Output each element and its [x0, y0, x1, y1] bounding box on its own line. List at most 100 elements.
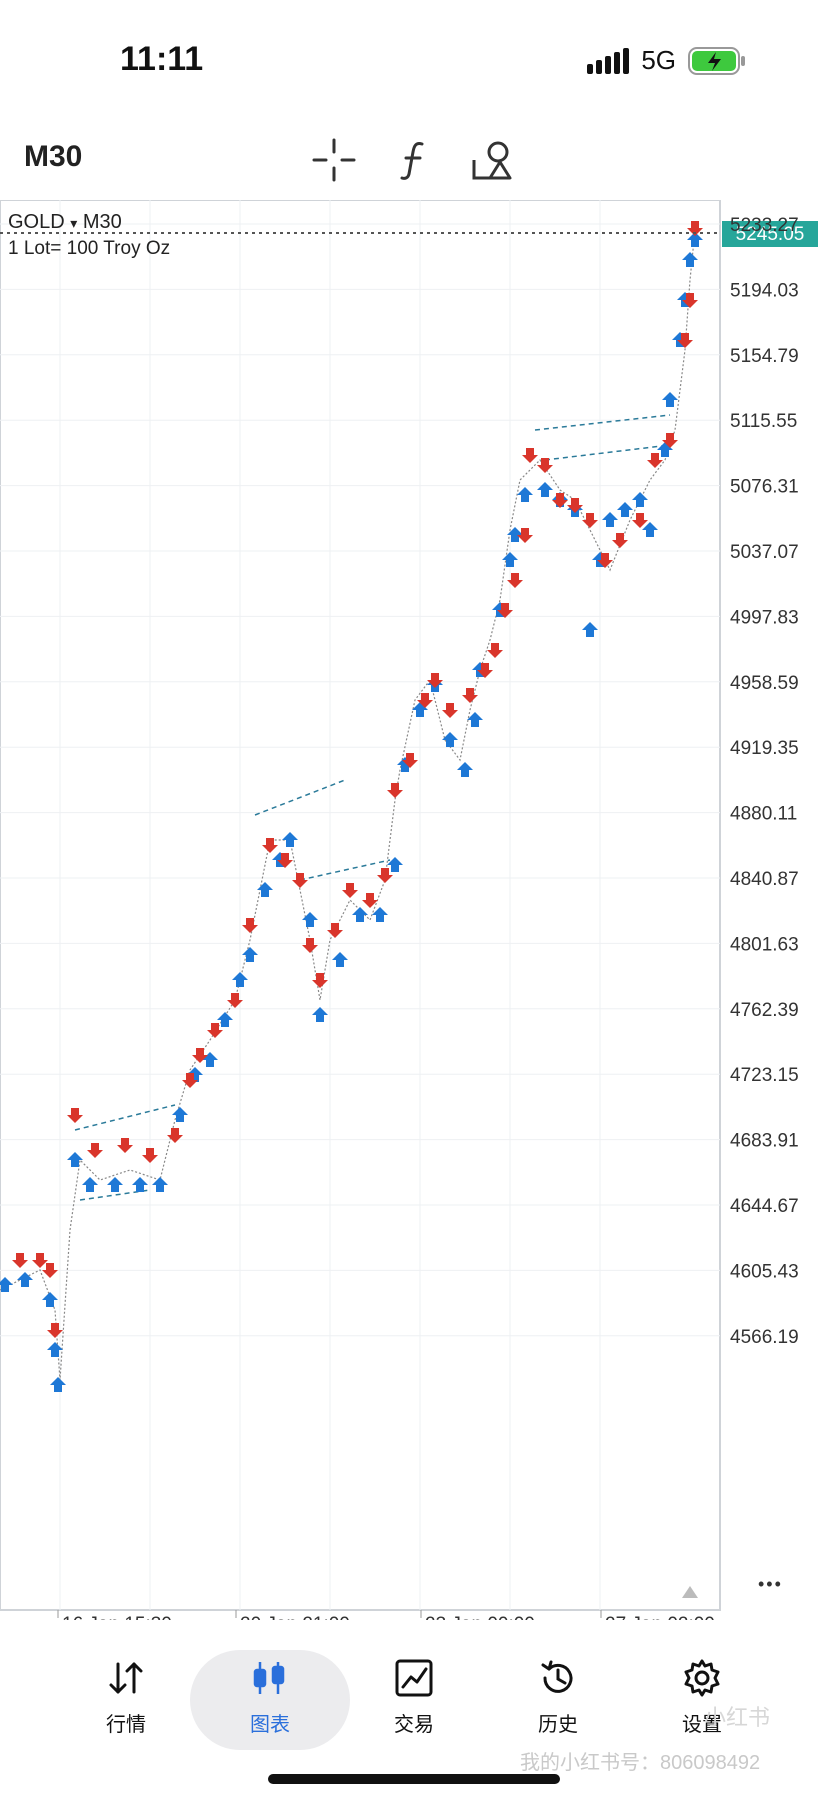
active-tab-highlight — [190, 1650, 350, 1750]
buy-arrow — [242, 947, 258, 962]
nav-quotes-label: 行情 — [106, 1714, 146, 1736]
nav-settings[interactable]: 设置 — [632, 1648, 772, 1748]
sell-arrow — [262, 838, 278, 853]
price-level-label: 4566.19 — [730, 1327, 799, 1348]
timeframe-button[interactable]: M30 — [24, 140, 83, 173]
sell-arrow — [32, 1253, 48, 1268]
nav-history-label: 历史 — [538, 1714, 578, 1736]
sell-arrow — [227, 993, 243, 1008]
sell-arrow — [462, 688, 478, 703]
buy-arrow — [442, 732, 458, 747]
settings-icon — [684, 1659, 720, 1697]
sell-arrow — [597, 553, 613, 568]
buy-arrow — [332, 952, 348, 967]
time-axis: 16 Jan 15:30 20 Jan 21:00 23 Jan 00:00 27 J… — [57, 1610, 715, 1635]
buy-arrow — [582, 622, 598, 637]
sell-arrow — [142, 1148, 158, 1163]
buy-arrow — [457, 762, 473, 777]
sell-arrow — [517, 528, 533, 543]
objects-icon[interactable] — [470, 138, 514, 182]
buy-arrow — [42, 1292, 58, 1307]
chart-canvas[interactable]: 5245.05 5233.27 5194.03 5154.79 5115.55 5076… — [0, 199, 828, 1635]
buy-arrow — [602, 512, 618, 527]
buy-arrow — [507, 527, 523, 542]
buy-arrow — [387, 857, 403, 872]
buy-arrow — [537, 482, 553, 497]
buy-arrow — [687, 232, 703, 247]
sell-arrow — [302, 938, 318, 953]
home-indicator[interactable] — [268, 1774, 560, 1784]
buy-arrow — [282, 832, 298, 847]
nav-trade[interactable]: 交易 — [344, 1648, 484, 1748]
status-indicators: 5G — [587, 45, 748, 76]
sell-arrow — [487, 643, 503, 658]
sell-arrow — [242, 918, 258, 933]
buy-arrow — [657, 442, 673, 457]
sell-arrow — [647, 453, 663, 468]
price-level-label: 4683.91 — [730, 1131, 799, 1152]
buy-arrow — [662, 392, 678, 407]
price-chart[interactable]: 5245.05 5233.27 5194.03 5154.79 5115.55 5076… — [0, 199, 828, 1635]
nav-chart[interactable]: 图表 — [200, 1648, 340, 1748]
sell-arrow — [402, 753, 418, 768]
sell-arrow — [362, 893, 378, 908]
chart-toolbar: M30 — [0, 120, 828, 200]
sell-arrow — [417, 693, 433, 708]
sell-arrow — [207, 1023, 223, 1038]
buy-arrow — [172, 1107, 188, 1122]
buy-arrow — [467, 712, 483, 727]
sell-arrow — [87, 1143, 103, 1158]
buy-arrow — [302, 912, 318, 927]
scroll-marker-icon[interactable] — [682, 1586, 698, 1598]
sell-arrow — [537, 458, 553, 473]
current-price-label: 5245.05 — [736, 224, 805, 245]
sell-arrow — [552, 493, 568, 508]
price-level-label: 5154.79 — [730, 346, 799, 367]
buy-arrow — [132, 1177, 148, 1192]
sell-arrow — [687, 221, 703, 236]
nav-quotes[interactable]: 行情 — [56, 1648, 196, 1748]
sell-arrow — [662, 433, 678, 448]
buy-arrow — [0, 1277, 13, 1292]
buy-arrow — [642, 522, 658, 537]
buy-arrow — [82, 1177, 98, 1192]
sell-arrow — [477, 663, 493, 678]
sell-arrow — [387, 783, 403, 798]
sell-arrow — [167, 1128, 183, 1143]
more-options-icon[interactable]: ••• — [758, 1574, 783, 1594]
battery-icon — [688, 46, 745, 75]
sell-arrow — [47, 1323, 63, 1338]
lot-info: 1 Lot= 100 Troy Oz — [8, 238, 170, 259]
symbol-label[interactable]: GOLD ▾ M30 — [8, 211, 122, 233]
price-level-label: 4723.15 — [730, 1065, 799, 1086]
nav-history[interactable]: 历史 — [488, 1648, 628, 1748]
chart-frame — [0, 199, 721, 1611]
trade-icon — [395, 1659, 433, 1697]
indicators-icon[interactable] — [392, 138, 436, 182]
chart-grid — [0, 200, 720, 1610]
sell-arrow — [427, 673, 443, 688]
trade-arrows — [0, 221, 703, 1392]
sell-arrow — [522, 448, 538, 463]
status-bar: 11:11 5G — [0, 0, 828, 110]
sell-arrow — [277, 853, 293, 868]
sell-arrow — [342, 883, 358, 898]
price-level-label: 4997.83 — [730, 607, 799, 628]
sell-arrow — [292, 873, 308, 888]
quotes-icon — [109, 1662, 143, 1694]
time-label: 27 Jan 02:00 — [605, 1614, 715, 1620]
crosshair-icon[interactable] — [312, 138, 356, 182]
buy-arrow — [67, 1152, 83, 1167]
sell-arrow — [497, 603, 513, 618]
price-level-label: 4840.87 — [730, 869, 799, 890]
sell-arrow — [117, 1138, 133, 1153]
buy-arrow — [107, 1177, 123, 1192]
price-level-label: 4919.35 — [730, 738, 799, 759]
sell-arrow — [442, 703, 458, 718]
buy-arrow — [257, 882, 273, 897]
buy-arrow — [312, 1007, 328, 1022]
sell-arrow — [192, 1048, 208, 1063]
time-label: 23 Jan 00:00 — [425, 1614, 535, 1620]
price-level-label: 5037.07 — [730, 542, 799, 563]
buy-arrow — [152, 1177, 168, 1192]
